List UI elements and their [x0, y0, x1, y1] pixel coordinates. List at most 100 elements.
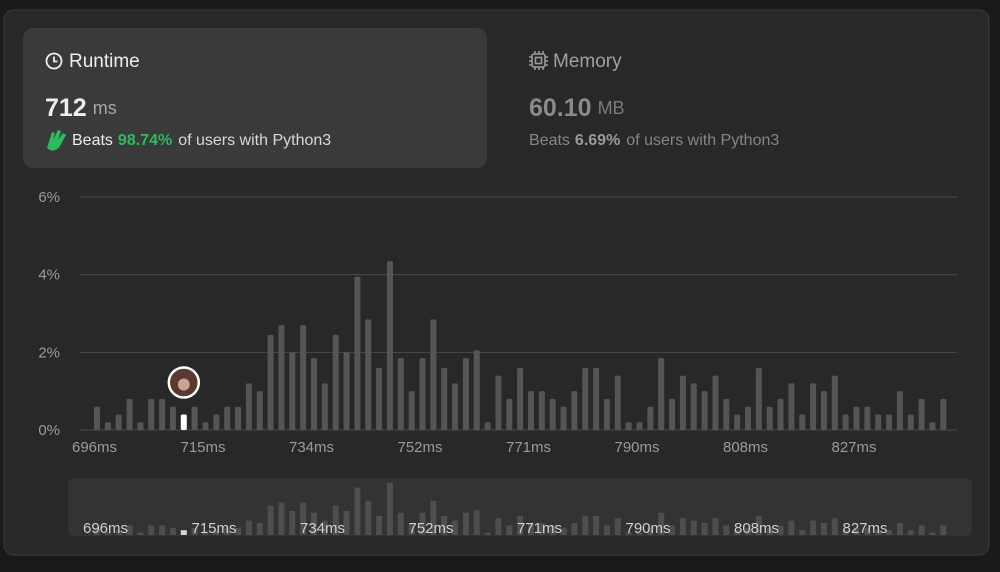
beats-suffix: of users with Python3	[178, 132, 331, 149]
beats-value: 98.74%	[118, 132, 172, 149]
beats-prefix: Beats	[72, 132, 113, 149]
mini-bar	[940, 525, 947, 535]
mini-bar	[712, 518, 719, 535]
x-tick-label: 715ms	[181, 439, 226, 456]
bar	[94, 406, 100, 430]
mini-bar	[788, 520, 795, 535]
mini-bar	[137, 532, 144, 535]
memory-title[interactable]: Memory	[553, 51, 622, 72]
bar	[419, 358, 426, 430]
mini-bar	[148, 525, 155, 535]
bar	[679, 375, 686, 430]
mini-bar	[506, 525, 513, 535]
mini-bar	[755, 515, 762, 535]
bar	[853, 406, 860, 430]
bar	[202, 422, 209, 430]
bar	[180, 414, 187, 430]
memory-value-line: 60.10 MB	[529, 94, 625, 122]
y-tick-label: 6%	[38, 189, 60, 206]
runtime-beats-line: Beats 98.74% of users with Python3	[72, 132, 331, 149]
bar	[354, 276, 361, 430]
mini-bar	[571, 523, 578, 535]
bar	[603, 398, 610, 430]
mini-bar	[267, 505, 274, 535]
mini-bar	[745, 527, 751, 535]
bar	[745, 406, 751, 430]
mini-x-tick-label: 715ms	[192, 520, 237, 537]
bar	[549, 398, 556, 430]
mini-bar	[278, 502, 285, 535]
mini-bar	[896, 523, 903, 535]
chip-icon	[529, 51, 548, 70]
mini-bar	[169, 527, 176, 535]
bar	[766, 406, 773, 430]
mini-bar	[603, 525, 610, 535]
mini-bar	[669, 525, 676, 535]
bar	[104, 422, 111, 430]
mini-bar	[929, 532, 936, 535]
mini-bar	[636, 532, 643, 535]
mini-bar	[864, 527, 871, 535]
mini-bar	[918, 525, 925, 535]
bar	[148, 398, 155, 430]
bar	[886, 414, 893, 430]
bar	[582, 367, 589, 430]
bar	[191, 406, 198, 430]
runtime-title: Runtime	[69, 51, 140, 72]
bar	[593, 367, 600, 430]
beats-suffix: of users with Python3	[626, 132, 779, 149]
bar	[528, 391, 534, 430]
x-tick-label: 827ms	[832, 439, 877, 456]
mini-bar	[94, 527, 100, 535]
mini-x-tick-label: 752ms	[409, 520, 454, 537]
mini-bar	[560, 527, 567, 535]
mini-bar	[104, 532, 111, 535]
mini-bar	[452, 520, 459, 535]
bar	[126, 398, 133, 430]
mini-bar	[517, 515, 524, 535]
bar	[788, 383, 795, 430]
mini-bar	[582, 515, 589, 535]
bar	[669, 398, 676, 430]
runtime-card[interactable]	[23, 28, 487, 168]
mini-bar	[311, 512, 317, 535]
mini-x-tick-label: 790ms	[626, 520, 671, 537]
bar	[712, 375, 719, 430]
y-tick-label: 2%	[38, 344, 60, 361]
bar	[918, 398, 925, 430]
bar	[929, 422, 936, 430]
bar	[875, 414, 882, 430]
mini-bar	[690, 520, 697, 535]
mini-bar	[549, 525, 556, 535]
mini-bar	[679, 518, 686, 535]
mini-bar	[495, 518, 502, 535]
bar	[289, 352, 296, 430]
mini-bar	[397, 512, 404, 535]
bar	[159, 398, 166, 430]
memory-beats-line: Beats 6.69% of users with Python3	[529, 132, 779, 149]
bar	[820, 391, 827, 430]
mini-bar	[126, 525, 133, 535]
bar	[571, 391, 578, 430]
mini-bar	[376, 515, 383, 535]
x-tick-label: 808ms	[723, 439, 768, 456]
bar	[625, 422, 632, 430]
memory-unit: MB	[598, 98, 625, 118]
bar	[376, 367, 383, 430]
mini-bar	[256, 523, 263, 535]
mini-bar	[799, 530, 806, 535]
mini-x-tick-label: 771ms	[517, 520, 562, 537]
mini-bar	[419, 512, 426, 535]
runtime-value: 712	[45, 94, 87, 122]
clock-icon	[45, 52, 63, 70]
bar	[430, 319, 437, 430]
bar	[810, 383, 817, 430]
bar	[137, 422, 144, 430]
bar	[256, 391, 263, 430]
bar	[311, 358, 317, 430]
mini-bar	[875, 530, 882, 535]
mini-bar	[593, 515, 600, 535]
mini-x-tick-label: 827ms	[843, 520, 888, 537]
mini-bar	[810, 520, 817, 535]
bar	[441, 367, 448, 430]
